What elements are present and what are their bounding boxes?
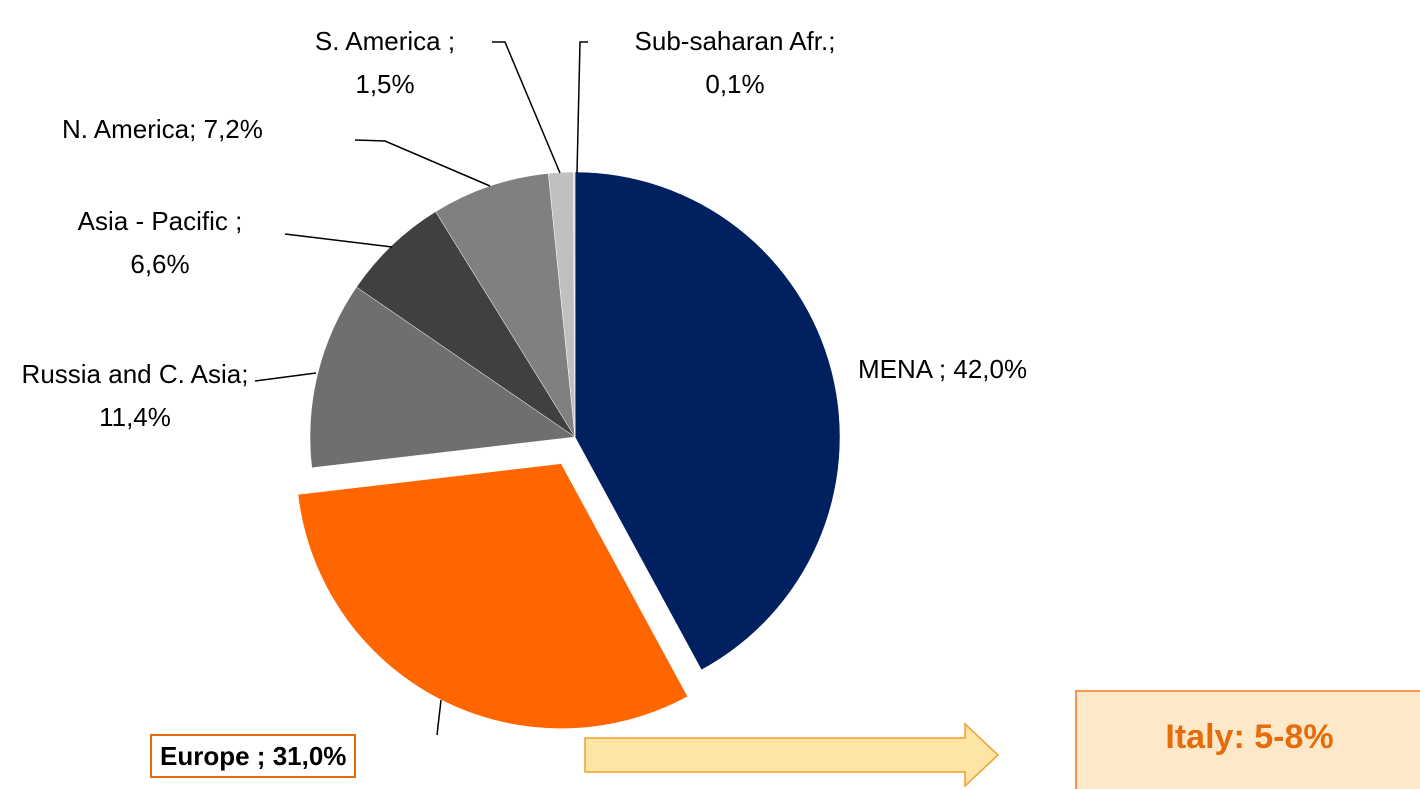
slice-label: S. America ; 1,5% [270,20,500,106]
pie-slice [573,171,576,438]
leader-line [354,139,491,187]
slice-label: Asia - Pacific ; 6,6% [30,200,290,286]
slice-label: Russia and C. Asia; 11,4% [10,353,260,439]
pie-slice [297,463,688,729]
leader-line [492,41,561,174]
pie-slice [574,171,841,671]
category: Sub-saharan Afr.; [634,26,836,56]
leader-line [284,233,393,248]
category: S. America ; [314,26,456,56]
category: Asia - Pacific ; [77,206,243,236]
leader-line [576,41,588,174]
value-label: 0,1% [705,69,765,99]
leader-line [254,372,317,382]
value-label: 7,2% [203,114,263,144]
category: Europe ; [160,741,266,771]
annotation-box: Italy: 5-8% [1075,690,1420,789]
leader-line [436,699,442,736]
value-label: 6,6% [130,249,190,279]
annotation: Italy: 5-8% [1165,718,1334,756]
value-label: 1,5% [355,69,415,99]
pie-slice [356,211,576,438]
arrow [584,722,1000,788]
pie-slice [309,286,576,469]
slice-label: Europe ; 31,0% [150,734,357,778]
slices [297,171,841,729]
leader-lines [254,41,588,736]
slice-label: N. America; 7,2% [62,108,263,151]
value-label: 31,0% [272,741,347,771]
value-label: 11,4% [99,402,171,432]
category: Russia and C. Asia; [21,359,249,389]
slice-label: MENA ; 42,0% [858,348,1027,391]
slice-label: Sub-saharan Afr.; 0,1% [590,20,880,106]
value-label: 42,0% [953,354,1028,384]
category: MENA ; [858,354,947,384]
category: N. America; [62,114,197,144]
